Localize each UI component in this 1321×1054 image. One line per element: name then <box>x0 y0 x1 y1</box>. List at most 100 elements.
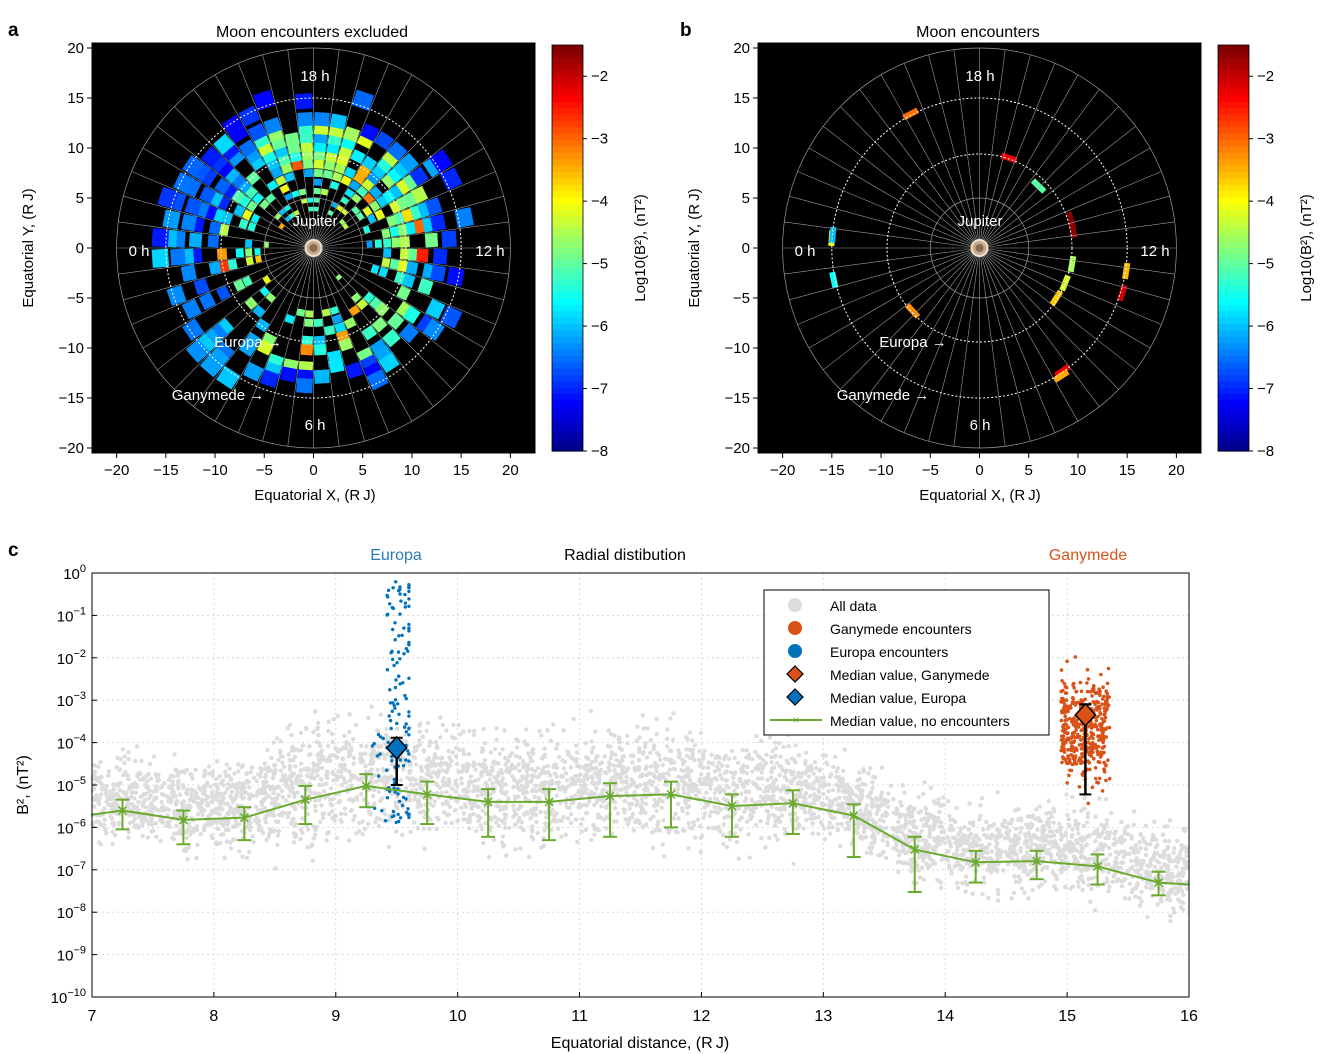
all-data-point <box>401 767 406 772</box>
all-data-point <box>338 769 344 775</box>
all-data-point <box>472 778 477 784</box>
all-data-point <box>1118 865 1123 870</box>
all-data-point <box>433 740 439 745</box>
heatmap-cell <box>329 305 340 315</box>
all-data-point <box>521 765 526 770</box>
all-data-point <box>186 821 191 826</box>
all-data-point <box>529 749 535 754</box>
all-data-point <box>1138 845 1143 851</box>
all-data-point <box>651 747 656 752</box>
heatmap-cell <box>391 237 401 248</box>
all-data-point <box>813 778 819 783</box>
all-data-point <box>442 810 447 815</box>
all-data-point <box>1002 819 1007 825</box>
all-data-point <box>320 811 325 816</box>
all-data-point <box>648 750 653 756</box>
all-data-point <box>747 756 752 761</box>
all-data-point <box>684 805 690 810</box>
all-data-point <box>1127 881 1133 886</box>
all-data-point <box>731 775 736 780</box>
all-data-point <box>214 776 219 782</box>
all-data-point <box>176 830 182 835</box>
all-data-point <box>1028 869 1033 874</box>
all-data-point <box>961 852 966 857</box>
all-data-point <box>483 780 488 786</box>
all-data-point <box>278 748 283 754</box>
polar-spoke <box>797 171 973 246</box>
all-data-point <box>832 815 837 821</box>
polar-spoke <box>315 54 365 241</box>
all-data-point <box>311 729 316 735</box>
all-data-point <box>1104 876 1110 881</box>
all-data-point <box>159 791 165 797</box>
polar-spoke <box>317 254 413 422</box>
all-data-point <box>527 854 532 860</box>
heatmap-cell <box>217 259 230 273</box>
all-data-point <box>829 799 835 804</box>
all-data-point <box>759 770 764 775</box>
all-data-point <box>503 762 508 767</box>
all-data-point <box>272 801 277 806</box>
all-data-point <box>936 835 941 840</box>
all-data-point <box>517 755 522 760</box>
y-tick-label: 20 <box>67 40 84 57</box>
all-data-point <box>777 819 783 824</box>
all-data-point <box>1151 835 1157 840</box>
all-data-point <box>427 826 432 832</box>
heatmap-cell <box>302 159 314 169</box>
colorbar-step <box>1218 152 1249 160</box>
all-data-point <box>879 790 885 795</box>
all-data-point <box>1119 884 1125 889</box>
all-data-point <box>878 852 884 857</box>
colorbar-step <box>1218 102 1249 109</box>
polar-spoke <box>983 74 1079 242</box>
colorbar-step <box>1218 336 1249 344</box>
all-data-point <box>694 783 699 789</box>
all-data-point <box>891 825 896 830</box>
all-data-point <box>1037 851 1043 856</box>
all-data-point <box>1119 819 1124 825</box>
all-data-point <box>140 802 145 808</box>
all-data-point <box>1085 811 1091 816</box>
all-data-point <box>317 782 322 788</box>
colorbar-step <box>552 95 583 103</box>
all-data-point <box>276 812 282 818</box>
all-data-point <box>995 841 1000 846</box>
all-data-point <box>147 761 153 766</box>
heatmap-cell <box>336 204 344 212</box>
colorbar-step <box>1218 89 1249 97</box>
all-data-point <box>859 796 864 801</box>
all-data-point <box>630 760 635 765</box>
all-data-point <box>927 814 932 819</box>
all-data-point <box>908 804 913 810</box>
all-data-point <box>846 790 851 795</box>
all-data-point <box>597 761 603 767</box>
all-data-point <box>959 835 964 841</box>
all-data-point <box>305 827 311 832</box>
all-data-point <box>845 782 850 787</box>
heatmap-cell <box>238 338 258 357</box>
all-data-point <box>1168 888 1174 894</box>
all-data-point <box>835 802 840 807</box>
all-data-point <box>617 735 622 740</box>
colorbar-step <box>552 279 583 287</box>
all-data-point <box>936 819 942 824</box>
heatmap-cell <box>244 239 253 248</box>
all-data-point <box>559 773 564 779</box>
all-data-point <box>412 797 417 802</box>
all-data-point <box>175 784 181 789</box>
polar-spoke <box>319 252 470 371</box>
all-data-point <box>714 754 719 759</box>
polar-spoke <box>985 125 1136 244</box>
all-data-point <box>145 835 151 840</box>
x-tick-label: 20 <box>1168 462 1185 479</box>
all-data-point <box>1180 907 1186 912</box>
heatmap-cell <box>334 162 347 175</box>
all-data-point <box>661 854 667 859</box>
all-data-point <box>524 768 529 774</box>
all-data-point <box>395 805 400 811</box>
europa-encounter-point <box>390 657 395 662</box>
all-data-point <box>353 722 359 728</box>
all-data-point <box>193 767 198 773</box>
all-data-point <box>358 751 363 756</box>
